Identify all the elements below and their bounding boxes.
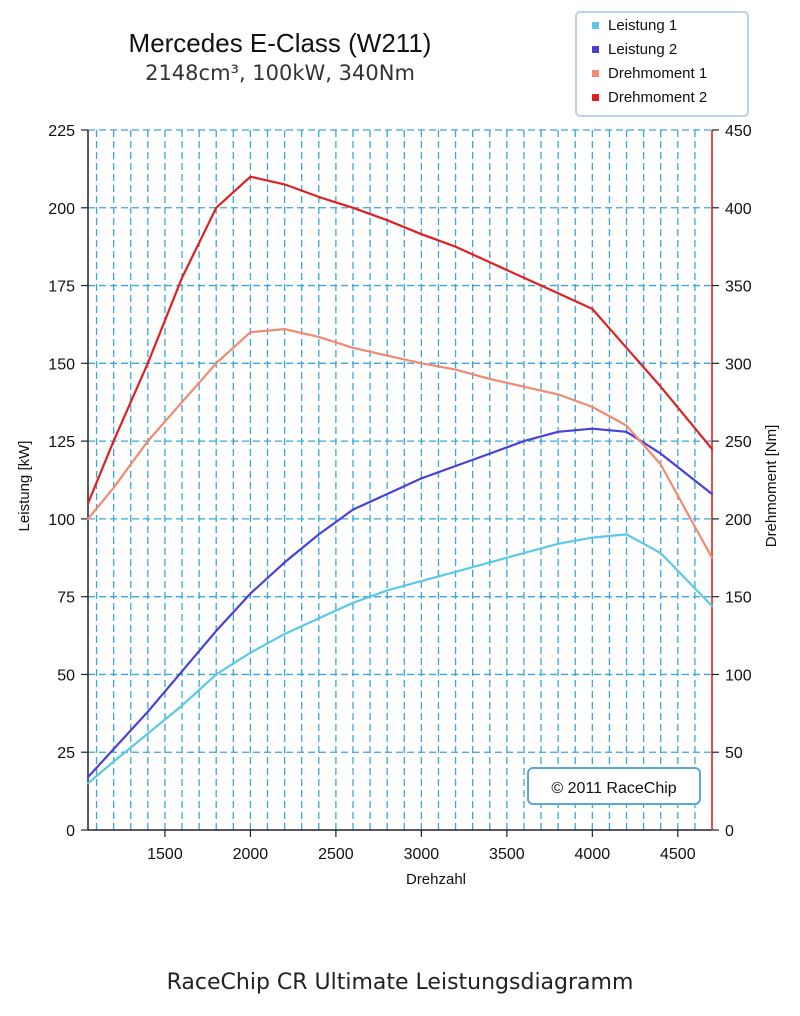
series-lines [86, 175, 714, 785]
axes [81, 129, 719, 837]
x-tick-label: 4000 [575, 846, 611, 863]
grid [88, 129, 713, 830]
y-tick-label: 0 [66, 823, 75, 840]
y2-tick-label: 200 [725, 512, 752, 529]
x-tick-label: 2000 [233, 846, 269, 863]
y-tick-label: 200 [48, 201, 75, 218]
copyright-text: © 2011 RaceChip [551, 780, 676, 797]
x-tick-label: 1500 [147, 846, 183, 863]
y-tick-label: 25 [57, 745, 75, 762]
x-tick-label: 4500 [660, 846, 696, 863]
y2-tick-label: 50 [725, 745, 743, 762]
y2-tick-label: 250 [725, 434, 752, 451]
y-axis-label: Leistung [kW] [16, 441, 33, 532]
y-tick-label: 150 [48, 356, 75, 373]
y2-tick-label: 350 [725, 279, 752, 296]
x-axis-label: Drehzahl [406, 871, 466, 888]
chart: 0 25 50 75 100 125 150 175 200 225 0 50 100 150 200 250… [16, 11, 780, 888]
y-tick-label: 75 [57, 590, 75, 607]
y2-tick-label: 450 [725, 123, 752, 140]
legend-label: Leistung 1 [608, 17, 677, 34]
legend-label: Leistung 2 [608, 41, 677, 58]
legend-swatch [592, 94, 599, 101]
legend-box [575, 11, 749, 117]
copyright-badge: © 2011 RaceChip [527, 767, 701, 805]
y-tick-label: 175 [48, 279, 75, 296]
y2-tick-label: 150 [725, 590, 752, 607]
y2-tick-label: 300 [725, 356, 752, 373]
legend-swatch [592, 22, 599, 29]
y2-tick-label: 400 [725, 201, 752, 218]
series-line-drehmoment-2 [86, 175, 714, 505]
legend-swatch [592, 46, 599, 53]
legend-label: Drehmoment 1 [608, 65, 707, 82]
y-tick-label: 100 [48, 512, 75, 529]
legend-swatch [592, 70, 599, 77]
y-tick-label: 50 [57, 667, 75, 684]
series-line-leistung-2 [86, 427, 714, 779]
legend: Leistung 1 Leistung 2 Drehmoment 1 Drehmome… [575, 11, 749, 117]
y2-axis-label: Drehmoment [Nm] [763, 425, 780, 548]
series-line-leistung-1 [86, 533, 714, 785]
x-tick-label: 3000 [404, 846, 440, 863]
y2-tick-label: 0 [725, 823, 734, 840]
y2-tick-label: 100 [725, 667, 752, 684]
y-tick-label: 125 [48, 434, 75, 451]
legend-label: Drehmoment 2 [608, 89, 707, 106]
chart-title: Mercedes E-Class (W211) [129, 28, 432, 58]
x-tick-label: 2500 [318, 846, 354, 863]
chart-subtitle: 2148cm³, 100kW, 340Nm [145, 61, 415, 85]
series-line-drehmoment-1 [86, 328, 714, 559]
x-tick-label: 3500 [489, 846, 525, 863]
y-tick-label: 225 [48, 123, 75, 140]
tick-labels: 0 25 50 75 100 125 150 175 200 225 0 50 100 150 200 250… [48, 123, 752, 863]
caption: RaceChip CR Ultimate Leistungsdiagramm [166, 970, 634, 995]
